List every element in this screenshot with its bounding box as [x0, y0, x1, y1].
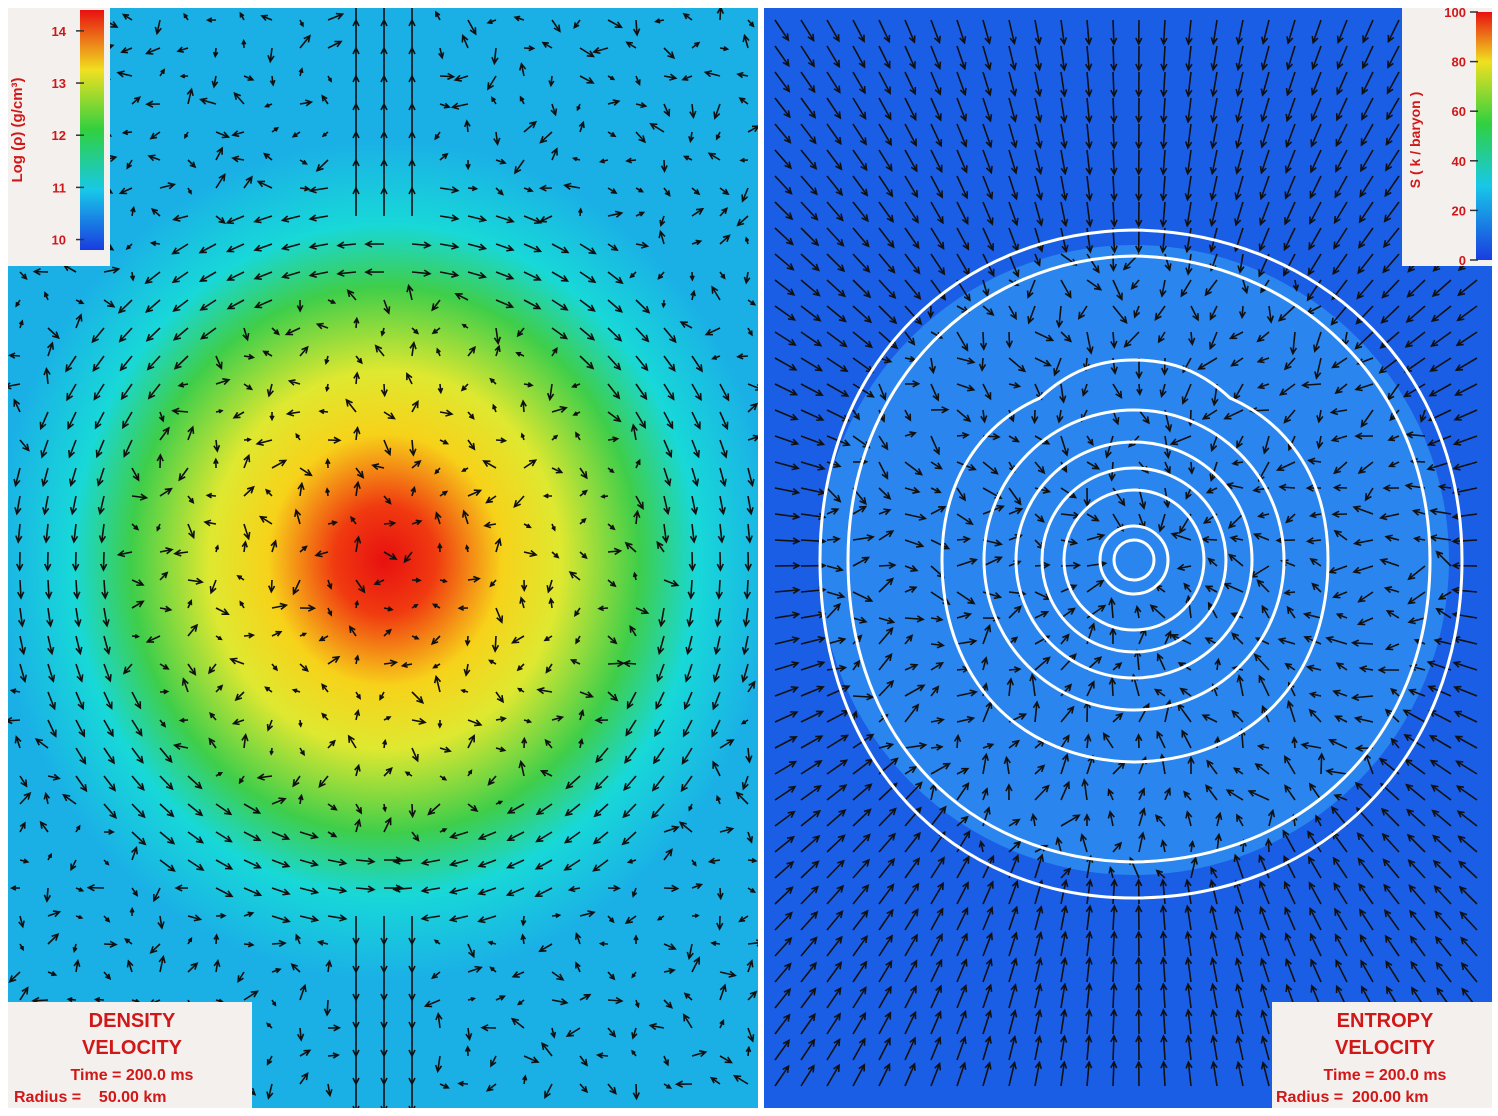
- colorbar-tick-label: 10: [52, 233, 66, 248]
- info-title: DENSITY: [89, 1010, 176, 1032]
- colorbar-tick-label: 80: [1452, 55, 1466, 70]
- colorbar-tick-label: 20: [1452, 203, 1466, 218]
- colorbar-label: S ( k / baryon ): [1407, 92, 1423, 188]
- figure: Log (ρ) (g/cm³) 10 11 12 13 14 S ( k / baryo…: [0, 0, 1498, 1111]
- colorbar-label: Log (ρ) (g/cm³): [9, 77, 26, 182]
- colorbar-tick-label: 100: [1444, 5, 1466, 20]
- info-radius: Radius = 50.00 km: [14, 1089, 167, 1106]
- colorbar-tick-label: 11: [52, 180, 66, 195]
- info-radius: Radius = 200.00 km: [1276, 1089, 1429, 1106]
- colorbar-tick-label: 60: [1452, 104, 1466, 119]
- colorbar-tick-label: 0: [1459, 253, 1466, 268]
- colorbar: [1476, 12, 1492, 260]
- info-time: Time = 200.0 ms: [71, 1067, 194, 1084]
- colorbar-tick-label: 13: [52, 76, 66, 91]
- colorbar-tick-label: 14: [52, 24, 67, 39]
- colorbar: [80, 10, 104, 250]
- info-title: VELOCITY: [1335, 1037, 1436, 1059]
- colorbar-tick-label: 40: [1452, 154, 1466, 169]
- info-title: ENTROPY: [1337, 1010, 1434, 1032]
- colorbar-tick-label: 12: [52, 128, 66, 143]
- info-title: VELOCITY: [82, 1037, 183, 1059]
- info-time: Time = 200.0 ms: [1324, 1067, 1447, 1084]
